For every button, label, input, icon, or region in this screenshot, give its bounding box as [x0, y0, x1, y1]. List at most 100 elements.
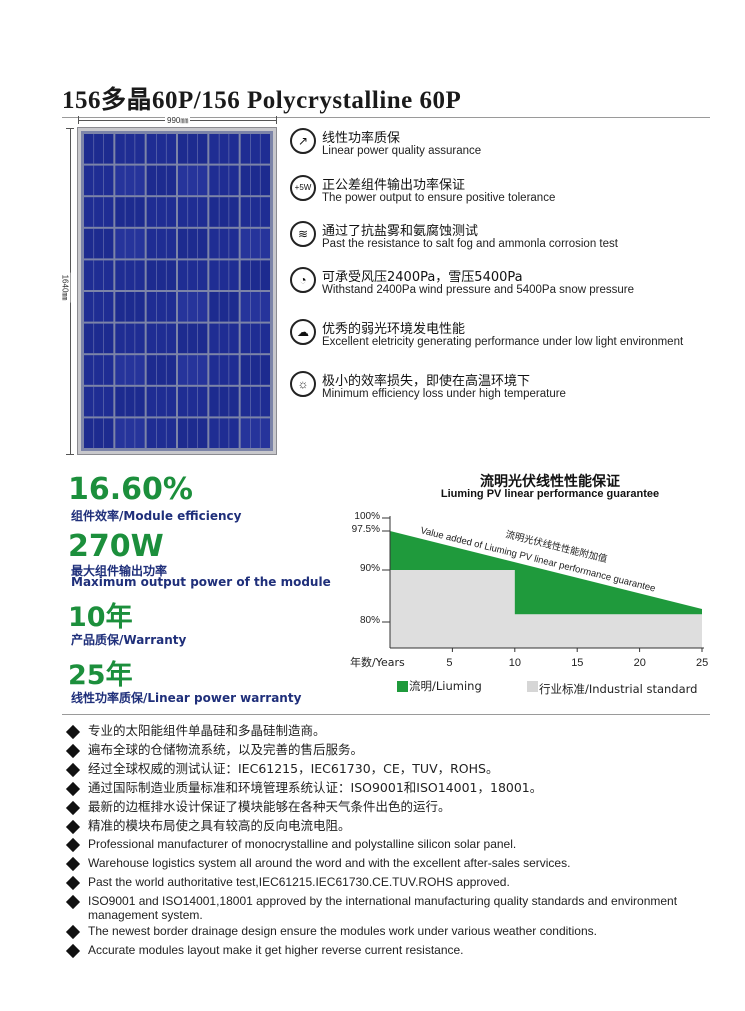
solar-cell: [146, 165, 176, 196]
solar-cell: [146, 292, 176, 322]
solar-cell: [178, 355, 208, 385]
solar-cell: [84, 323, 114, 354]
solar-cell: [146, 355, 176, 385]
power-label-en: Maximum output power of the module: [71, 575, 331, 589]
solar-cell: [240, 418, 270, 448]
bullet-text: 精准的模块布局使之具有较高的反向电流电阻。: [88, 818, 351, 833]
diamond-bullet-icon: [65, 800, 81, 816]
solar-cell: [146, 323, 176, 354]
diamond-bullet-icon: [65, 762, 81, 778]
solar-cell: [178, 197, 208, 227]
solar-cell: [146, 134, 176, 164]
solar-cell: [209, 386, 239, 417]
efficiency-value: 16.60%: [68, 472, 193, 507]
solar-cell: [178, 386, 208, 417]
solar-cell: [146, 386, 176, 417]
bullet-text: Warehouse logistics system all around th…: [88, 856, 571, 870]
chart-subtitle: Liuming PV linear performance guarantee: [440, 488, 660, 500]
solar-cell: [240, 292, 270, 322]
y-tick-label: 100%: [354, 511, 380, 522]
warranty-value: 10年: [68, 602, 133, 633]
bullet-text: Accurate modules layout make it get high…: [88, 943, 464, 957]
diamond-bullet-icon: [65, 743, 81, 759]
y-tick-label: 80%: [359, 615, 380, 626]
solar-cell: [146, 418, 176, 448]
gauge-icon: ◔: [290, 267, 316, 293]
section-divider: [62, 714, 710, 715]
solar-cell: [209, 228, 239, 259]
feature-icon-glyph: +5W: [294, 183, 312, 192]
solar-cell: [115, 323, 145, 354]
industrial-standard-area: [390, 570, 702, 648]
feature-description: Withstand 2400Pa wind pressure and 5400P…: [322, 284, 634, 296]
bullet-item: Warehouse logistics system all around th…: [65, 856, 706, 872]
bullet-item: ISO9001 and ISO14001,18001 approved by t…: [65, 894, 706, 922]
diamond-bullet-icon: [65, 781, 81, 797]
bullet-item: Past the world authoritative test,IEC612…: [65, 875, 706, 891]
solar-cell: [84, 418, 114, 448]
solar-cell: [178, 165, 208, 196]
legend-swatch: [527, 681, 538, 692]
diamond-bullet-icon: [65, 856, 81, 872]
legend-label: 行业标准/Industrial standard: [539, 682, 698, 696]
height-dimension-tick: [66, 454, 74, 455]
feature-title: 通过了抗盐雾和氨腐蚀测试: [322, 224, 479, 239]
bullet-text: 通过国际制造业质量标准和环境管理系统认证：ISO9001和ISO14001，18…: [88, 780, 543, 795]
feature-description: Past the resistance to salt fog and ammo…: [322, 238, 618, 250]
solar-cell: [84, 386, 114, 417]
solar-cell: [240, 197, 270, 227]
feature-title: 正公差组件输出功率保证: [322, 178, 466, 193]
solar-cell: [209, 197, 239, 227]
solar-cell: [178, 228, 208, 259]
efficiency-label: 组件效率/Module efficiency: [71, 509, 242, 523]
bullet-item: Professional manufacturer of monocrystal…: [65, 837, 706, 853]
diamond-bullet-icon: [65, 943, 81, 959]
solar-cell: [115, 260, 145, 290]
solar-cell: [209, 165, 239, 196]
x-tick-label: 15: [571, 657, 584, 669]
feature-title: 可承受风压2400Pa，雪压5400Pa: [322, 270, 523, 285]
diamond-bullet-icon: [65, 924, 81, 940]
diamond-bullet-icon: [65, 875, 81, 891]
legend-swatch: [397, 681, 408, 692]
bullet-text: 专业的太阳能组件单晶硅和多晶硅制造商。: [88, 723, 326, 738]
solar-cell: [146, 228, 176, 259]
feature-description: Minimum efficiency loss under high tempe…: [322, 388, 566, 400]
solar-cell: [240, 386, 270, 417]
solar-cell: [146, 197, 176, 227]
feature-description: Linear power quality assurance: [322, 145, 482, 157]
feature-icon-glyph: ≋: [297, 227, 309, 241]
solar-cell: [178, 323, 208, 354]
signal-arrow-icon: ↗: [290, 128, 316, 154]
bullet-text: Professional manufacturer of monocrystal…: [88, 837, 517, 851]
bullet-item: 通过国际制造业质量标准和环境管理系统认证：ISO9001和ISO14001，18…: [65, 780, 706, 797]
feature-title: 优秀的弱光环境发电性能: [322, 322, 466, 337]
x-tick-label: 20: [633, 657, 646, 669]
solar-cell: [115, 386, 145, 417]
width-dimension-tick: [276, 116, 277, 124]
solar-cell: [84, 165, 114, 196]
solar-cell: [115, 197, 145, 227]
y-tick-label: 90%: [359, 563, 380, 574]
feature-description: The power output to ensure positive tole…: [322, 192, 556, 204]
solar-cell: [115, 292, 145, 322]
solar-cell: [240, 355, 270, 385]
solar-cell: [115, 165, 145, 196]
solar-cell: [209, 323, 239, 354]
legend-label: 流明/Liuming: [409, 679, 482, 693]
weak-light-icon: ☁: [290, 319, 316, 345]
y-tick-label: 97.5%: [351, 524, 380, 535]
width-dimension-label: 990㎜: [165, 115, 191, 126]
x-axis-label: 年数/Years: [350, 656, 405, 669]
solar-cell: [240, 165, 270, 196]
solar-cell: [84, 260, 114, 290]
liuming-area: [390, 531, 702, 615]
salt-fog-icon: ≋: [290, 221, 316, 247]
bullet-text: 遍布全球的仓储物流系统，以及完善的售后服务。: [88, 742, 364, 757]
solar-panel-cells: [84, 134, 270, 448]
solar-cell: [84, 134, 114, 164]
bullet-item: The newest border drainage design ensure…: [65, 924, 706, 940]
solar-cell: [84, 228, 114, 259]
linear-warranty-label: 线性功率质保/Linear power warranty: [71, 691, 302, 705]
x-tick-label: 10: [508, 657, 522, 669]
